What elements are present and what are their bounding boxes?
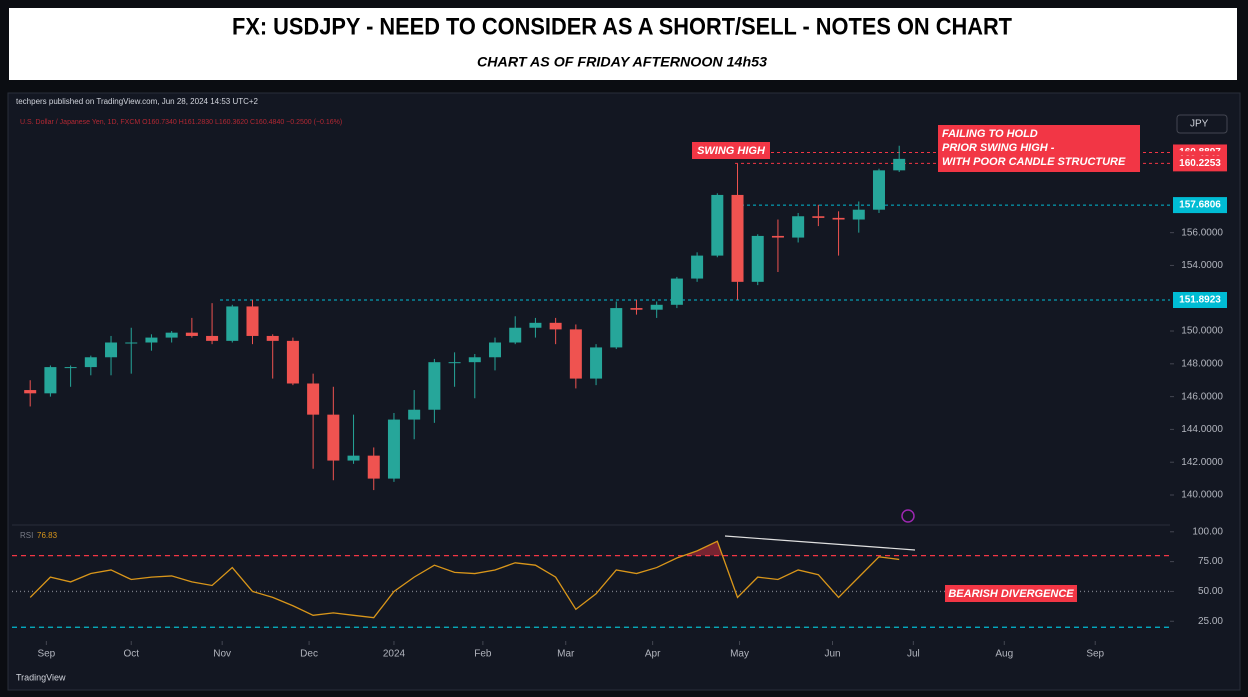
candle-body	[832, 217, 845, 220]
banner	[9, 8, 1237, 80]
candle-body	[468, 357, 481, 363]
candle-body	[549, 322, 562, 330]
candle-body	[792, 216, 805, 238]
rsi-name: RSI	[20, 531, 33, 540]
candle-body	[165, 332, 178, 338]
candle-body	[367, 455, 380, 479]
candle-body	[650, 304, 663, 310]
candle-body	[105, 342, 118, 358]
candle-body	[711, 194, 724, 256]
x-tick-label: Aug	[995, 649, 1013, 660]
rsi-tick-label: 50.00	[1198, 586, 1223, 597]
x-tick-label: Sep	[37, 649, 55, 660]
candle-body	[347, 455, 360, 461]
candle-body	[84, 357, 97, 368]
rsi-tick-label: 25.00	[1198, 616, 1223, 627]
candle-body	[448, 362, 461, 364]
x-tick-label: Feb	[474, 649, 492, 660]
x-tick-label: Mar	[557, 649, 575, 660]
y-tick-label: 142.0000	[1181, 457, 1223, 468]
x-tick-label: Nov	[213, 649, 231, 660]
price-label-box	[1173, 155, 1227, 172]
y-tick-label: 156.0000	[1181, 227, 1223, 238]
rsi-tick-label: 75.00	[1198, 556, 1223, 567]
candle-body	[185, 332, 198, 336]
annotation-box	[938, 125, 1140, 172]
x-tick-label: May	[730, 649, 749, 660]
y-tick-label: 150.0000	[1181, 326, 1223, 337]
x-tick-label: Jul	[907, 649, 920, 660]
candle-body	[610, 308, 623, 348]
candle-body	[408, 409, 421, 420]
candle-body	[489, 342, 502, 358]
candle-body	[509, 327, 522, 343]
published: techpers published on TradingView.com, J…	[16, 97, 259, 106]
rsi-value: 76.83	[37, 531, 58, 540]
candle-body	[226, 306, 239, 341]
y-tick-label: 148.0000	[1181, 358, 1223, 369]
annotation: SWING HIGH	[697, 145, 766, 157]
candle-body	[731, 194, 744, 282]
candle-body	[266, 335, 279, 341]
candle-body	[852, 209, 865, 220]
x-tick-label: Dec	[300, 649, 318, 660]
candle-body	[630, 308, 643, 310]
x-tick-label: Sep	[1086, 649, 1104, 660]
candle-body	[569, 329, 582, 379]
candle-body	[125, 342, 138, 344]
x-tick-label: Jun	[824, 649, 840, 660]
x-tick-label: 2024	[383, 649, 406, 660]
candle-body	[529, 322, 542, 328]
title: FX: USDJPY - NEED TO CONSIDER AS A SHORT…	[232, 13, 1012, 40]
candle-body	[590, 347, 603, 379]
price-label: 151.8923	[1179, 295, 1221, 306]
candle-body	[872, 170, 885, 210]
price-label-box	[1173, 197, 1227, 214]
divergence-line	[724, 535, 916, 551]
price-label-box	[1173, 291, 1227, 308]
y-tick-label: 146.0000	[1181, 391, 1223, 402]
candle-body	[771, 235, 784, 238]
rsi-tick-label: 100.00	[1192, 526, 1223, 537]
annotation: PRIOR SWING HIGH -	[942, 142, 1055, 154]
candle-body	[145, 337, 158, 343]
y-tick-label: 144.0000	[1181, 424, 1223, 435]
currency: JPY	[1190, 119, 1209, 130]
y-tick-label: 154.0000	[1181, 260, 1223, 271]
candle-body	[691, 255, 704, 279]
candle-body	[812, 216, 825, 218]
candle-body	[64, 367, 77, 369]
x-tick-label: Oct	[123, 649, 139, 660]
price-label: 157.6806	[1179, 200, 1221, 211]
x-tick-label: Apr	[645, 649, 661, 660]
candle-body	[327, 414, 340, 461]
footer: TradingView	[16, 672, 66, 682]
annotation: WITH POOR CANDLE STRUCTURE	[942, 156, 1126, 168]
candle-body	[387, 419, 400, 479]
candle-body	[307, 383, 320, 415]
candle-body	[893, 158, 906, 171]
annotation: FAILING TO HOLD	[942, 128, 1038, 140]
candle-body	[24, 390, 37, 394]
candle-body	[246, 306, 259, 336]
candle-body	[44, 367, 57, 394]
y-tick-label: 140.0000	[1181, 490, 1223, 501]
currency-box[interactable]	[1176, 114, 1228, 134]
annotation-box	[692, 142, 770, 159]
subtitle: CHART AS OF FRIDAY AFTERNOON 14h53	[477, 54, 767, 70]
symbol-line: U.S. Dollar / Japanese Yen, 1D, FXCM O16…	[20, 119, 342, 126]
candle-body	[206, 335, 219, 341]
candle-body	[428, 362, 441, 410]
alert-icon[interactable]	[901, 509, 915, 523]
annotation: BEARISH DIVERGENCE	[948, 588, 1074, 600]
rsi-line	[29, 540, 900, 619]
candle-body	[286, 340, 299, 384]
price-label: 160.2253	[1179, 158, 1221, 169]
annotation-box	[945, 585, 1077, 602]
candle-body	[751, 235, 764, 282]
candle-body	[670, 278, 683, 305]
